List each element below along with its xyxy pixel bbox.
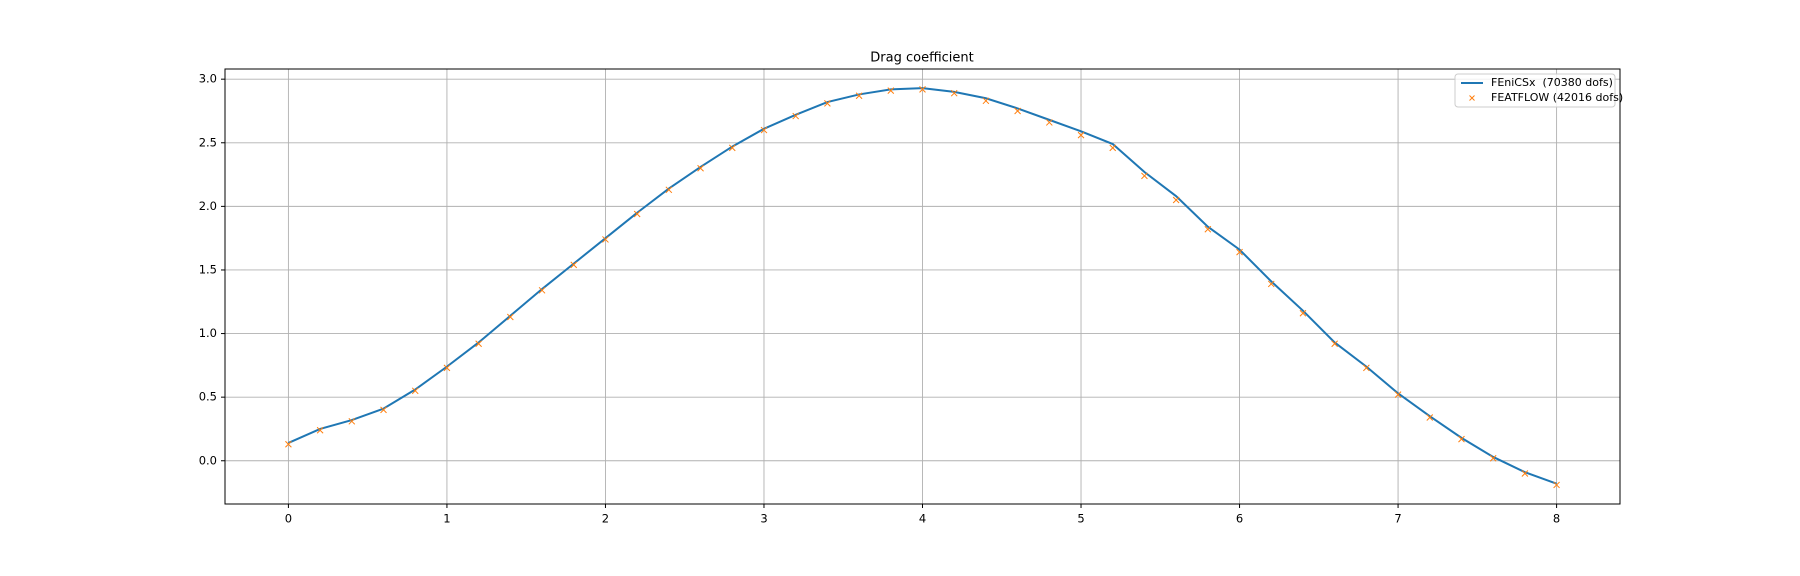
- x-tick-label: 5: [1077, 512, 1084, 526]
- marker: [950, 89, 958, 97]
- marker: [887, 87, 895, 94]
- marker: [1521, 470, 1529, 477]
- x-tick-label: 2: [602, 512, 609, 526]
- y-tick-label: 2.0: [199, 199, 217, 213]
- marker: [443, 364, 451, 372]
- marker: [1014, 107, 1021, 115]
- y-tick-label: 1.0: [199, 326, 217, 340]
- marker: [760, 126, 768, 134]
- marker: [1363, 364, 1370, 372]
- series-line: [288, 87, 1557, 485]
- marker: [1489, 454, 1497, 462]
- marker: [475, 340, 482, 348]
- marker: [1426, 414, 1434, 421]
- x-tick-label: 8: [1553, 512, 1560, 526]
- marker: [982, 97, 990, 105]
- marker: [1172, 196, 1180, 204]
- marker: [1236, 248, 1243, 256]
- legend-box: [1454, 73, 1616, 108]
- x-tick-label: 6: [1236, 512, 1243, 526]
- marker: [919, 85, 926, 93]
- marker: [506, 313, 514, 321]
- marker: [697, 164, 704, 172]
- marker: [792, 112, 800, 120]
- marker: [855, 92, 863, 100]
- marker: [602, 236, 609, 243]
- y-tick-label: 0.5: [199, 390, 217, 404]
- plot-frame: [224, 68, 1621, 505]
- marker: [1553, 481, 1560, 489]
- marker: [728, 144, 736, 152]
- marker: [1331, 340, 1339, 348]
- marker: [1077, 131, 1085, 139]
- marker: [1204, 225, 1212, 233]
- x-tick-label: 1: [443, 512, 450, 526]
- x-tick-label: 7: [1394, 512, 1401, 526]
- marker: [1394, 391, 1402, 398]
- y-tick-label: 2.5: [199, 135, 217, 149]
- marker: [1458, 435, 1465, 443]
- marker: [538, 286, 546, 294]
- marker: [348, 417, 356, 425]
- marker: [824, 99, 831, 107]
- chart-title: Drag coefficient: [870, 51, 973, 66]
- marker: [1299, 309, 1307, 317]
- legend-label: FEATFLOW (42016 dofs): [1491, 91, 1623, 104]
- legend: FEniCSx (70380 dofs) FEATFLOW (42016 dofs…: [1454, 73, 1623, 108]
- y-tick-label: 3.0: [199, 72, 217, 86]
- y-tick-label: 0.0: [199, 453, 217, 467]
- y-tick-label: 1.5: [199, 262, 217, 276]
- x-tick-label: 4: [919, 512, 926, 526]
- marker: [1267, 280, 1275, 288]
- marker: [411, 387, 419, 395]
- marker: [1045, 119, 1053, 126]
- marker: [633, 210, 641, 218]
- legend-label: FEniCSx (70380 dofs): [1491, 76, 1613, 89]
- marker: [316, 426, 324, 434]
- marker: [1141, 172, 1148, 180]
- marker: [1109, 144, 1117, 152]
- x-tick-label: 0: [285, 512, 292, 526]
- marker: [665, 186, 673, 194]
- x-tick-label: 3: [760, 512, 767, 526]
- marker: [570, 261, 578, 269]
- marker: [380, 406, 387, 414]
- marker: [285, 440, 292, 448]
- legend-swatch: [1469, 95, 1475, 101]
